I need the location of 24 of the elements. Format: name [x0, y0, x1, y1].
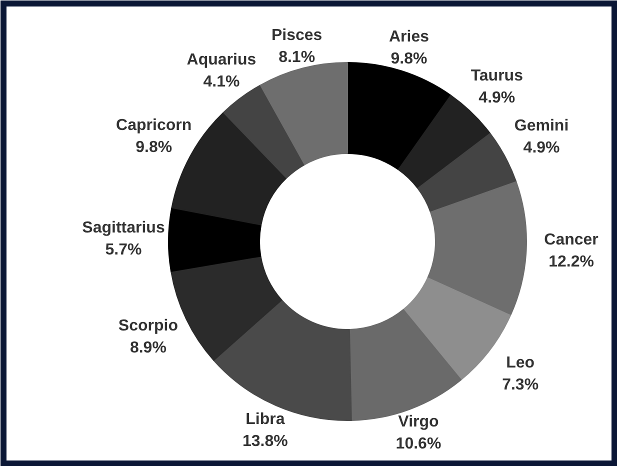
slice-label: Taurus	[470, 68, 524, 85]
slice-label: Gemini	[514, 117, 569, 134]
data-label: 5.7%	[105, 242, 142, 259]
data-label: 13.8%	[242, 432, 288, 450]
data-label: 9.8%	[136, 138, 172, 156]
data-label: 8.9%	[130, 340, 166, 357]
slice-label: Virgo	[398, 414, 440, 431]
slice-label: Capricorn	[116, 116, 192, 134]
data-label: 4.1%	[203, 74, 240, 91]
slice-label: Pisces	[271, 26, 322, 44]
slice-label: Aries	[388, 28, 430, 46]
slice-label: Leo	[506, 354, 535, 372]
slice-label: Sagittarius	[82, 220, 165, 237]
slice-label: Libra	[246, 410, 285, 428]
data-label: 7.3%	[502, 376, 539, 394]
data-label: 9.8%	[390, 50, 428, 68]
data-label: 12.2%	[548, 253, 594, 270]
data-label: 4.9%	[478, 90, 516, 107]
data-label: 8.1%	[278, 48, 316, 66]
slice-label: Aquarius	[186, 52, 256, 69]
data-label: 4.9%	[523, 139, 560, 156]
slice-label: Cancer	[544, 231, 598, 248]
data-label: 10.6%	[396, 436, 442, 453]
slice-label: Scorpio	[118, 318, 178, 335]
